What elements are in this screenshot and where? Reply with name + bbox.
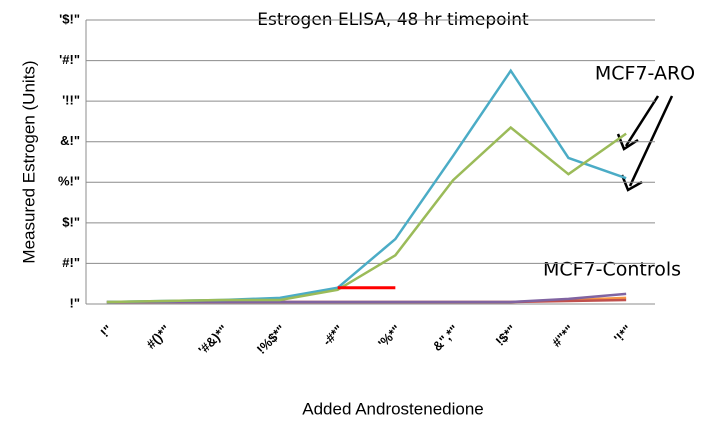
y-tick-label: $!" (62, 214, 80, 229)
series-line (106, 125, 627, 304)
y-tick-label: '!!" (62, 93, 80, 108)
x-tick-label: '!*" (611, 322, 635, 346)
x-tick-label: #"*" (549, 322, 577, 350)
y-tick-label: %!" (58, 174, 80, 189)
y-tick-label: #!" (62, 255, 80, 270)
x-axis-title: Added Androstenedione (302, 399, 484, 418)
y-tick-label: '$!" (59, 11, 80, 26)
arrow-head (620, 174, 643, 192)
x-tick-label: !$*" (493, 322, 520, 349)
x-tick-label: !%$*" (254, 322, 289, 357)
arrows (616, 95, 674, 192)
x-tick-label: -#*" (319, 322, 346, 349)
x-tick-label: '%*" (375, 322, 404, 351)
x-tick-label: #()*" (143, 322, 173, 352)
y-tick-label: '#!" (59, 52, 80, 67)
series-line (106, 292, 627, 304)
arrow (624, 95, 660, 147)
y-axis-title: Measured Estrogen (Units) (19, 60, 38, 263)
x-tick-label: &",*" (430, 322, 462, 354)
x-tick-label: '#&)*" (195, 322, 231, 358)
y-tick-label: &!" (60, 133, 80, 148)
annotation: MCF7-ARO (595, 63, 695, 85)
y-tick-label: !" (70, 295, 81, 310)
arrow (628, 95, 674, 187)
annotation: MCF7-Controls (543, 259, 681, 281)
x-tick-label: !" (97, 322, 115, 340)
